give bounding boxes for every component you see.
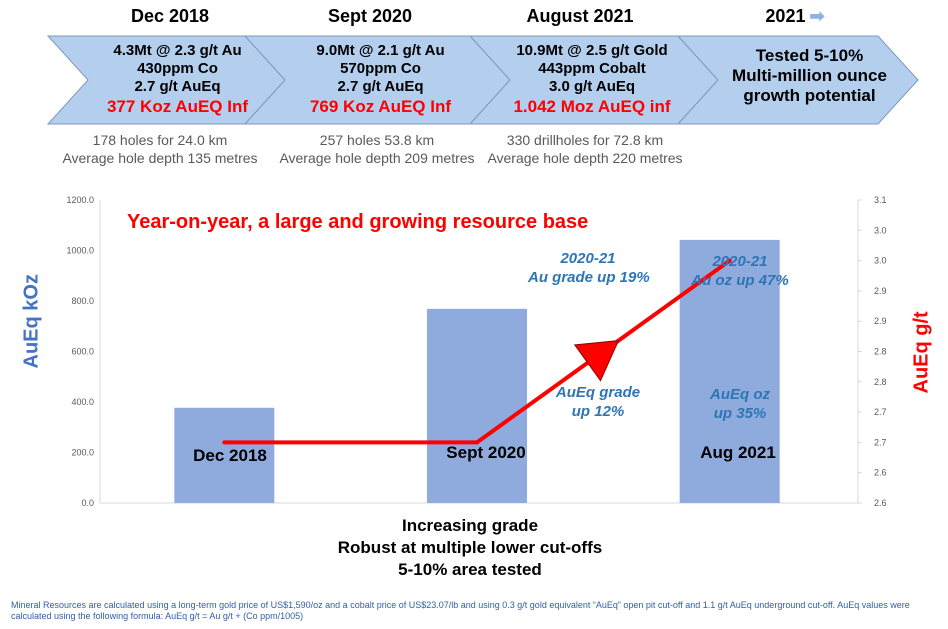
right-tick-label: 2.6 [874,498,887,508]
stage-highlight: 1.042 Moz AuEQ inf [513,97,671,116]
year-label-august-2021: August 2021 [526,6,634,26]
growth-arrowhead-icon [573,340,620,382]
left-tick-label: 600.0 [71,347,94,357]
grade-point-1 [222,440,227,445]
bar-1 [174,407,275,503]
stats-line: Average hole depth 209 metres [279,150,475,166]
stats-line: Average hole depth 220 metres [487,150,683,166]
annotation-line: up 12% [571,403,625,420]
stage-stats-august-2021: 330 drillholes for 72.8 km Average hole … [470,131,700,167]
year-label-2021: 2021 ➡ [765,6,825,26]
left-tick-label: 1200.0 [66,195,94,205]
left-tick-label: 400.0 [71,397,94,407]
right-axis-title: AuEq g/t [910,311,933,394]
stage-line: 3.0 g/t AuEq [548,78,636,95]
bar-2 [427,308,527,503]
right-tick-label: 3.1 [874,195,887,205]
annotation-line: Au oz up 47% [691,272,789,289]
left-tick-label: 1000.0 [66,246,94,256]
stage-highlight: 377 Koz AuEQ Inf [106,97,249,116]
grade-point-3 [727,258,732,263]
left-tick-label: 0.0 [81,498,94,508]
stage-line: 9.0Mt @ 2.1 g/t Au [316,42,445,59]
stage-details-dec-2018: 4.3Mt @ 2.3 g/t Au 430ppm Co 2.7 g/t AuE… [85,42,270,117]
year-label-dec-2018: Dec 2018 [130,6,210,26]
summary-line: 5-10% area tested [398,560,542,579]
right-tick-label: 2.7 [874,437,887,447]
future-potential-text: Tested 5-10% Multi-million ounce growth … [712,46,907,106]
future-line: growth potential [743,86,876,105]
stage-highlight: 769 Koz AuEQ Inf [309,97,452,116]
right-tick-label: 3.0 [874,225,887,235]
right-tick-label: 2.9 [874,286,887,296]
bar-category-label: Sept 2020 [446,443,526,462]
future-line: Tested 5-10% [755,46,864,65]
stage-details-august-2021: 10.9Mt @ 2.5 g/t Gold 443ppm Cobalt 3.0 … [492,42,692,117]
stage-details-sept-2020: 9.0Mt @ 2.1 g/t Au 570ppm Co 2.7 g/t AuE… [283,42,478,117]
stage-line: 2.7 g/t AuEq [134,78,221,95]
stats-line: 178 holes for 24.0 km [92,132,228,148]
summary-line: Increasing grade [401,516,539,535]
annotation-aueq-oz: AuEq oz up 35% [680,385,800,423]
stats-line: Average hole depth 135 metres [62,150,258,166]
stage-line: 10.9Mt @ 2.5 g/t Gold [516,42,668,59]
footnote: Mineral Resources are calculated using a… [11,600,910,621]
annotation-aueq-grade: AuEq grade up 12% [538,383,658,421]
right-tick-label: 2.7 [874,407,887,417]
chevron-2021-future [676,35,919,125]
summary-text: Increasing grade Robust at multiple lowe… [240,515,700,581]
stage-stats-sept-2020: 257 holes 53.8 km Average hole depth 209… [262,131,492,167]
annotation-line: AuEq grade [555,384,641,401]
stats-line: 330 drillholes for 72.8 km [506,132,664,148]
bar-category-label: Aug 2021 [700,443,776,462]
annotation-au-grade: 2020-21 Au grade up 19% [528,249,650,287]
year-label-sept-2020: Sept 2020 [327,6,413,26]
arrow-right-icon: ➡ [809,6,825,26]
stage-line: 4.3Mt @ 2.3 g/t Au [113,42,242,59]
bar-category-label: Dec 2018 [193,446,267,465]
annotation-line: 2020-21 [560,250,616,267]
future-line: Multi-million ounce [732,66,887,85]
left-axis-title: AuEq kOz [20,274,43,369]
annotation-line: 2020-21 [712,253,768,270]
annotation-line: Au grade up 19% [528,269,650,286]
stage-line: 570ppm Co [340,60,421,77]
right-tick-label: 3.0 [874,256,887,266]
left-tick-label: 200.0 [71,448,94,458]
stage-line: 430ppm Co [137,60,218,77]
right-tick-label: 2.6 [874,468,887,478]
stage-line: 2.7 g/t AuEq [337,78,424,95]
annotation-line: up 35% [713,405,767,422]
stats-line: 257 holes 53.8 km [319,132,435,148]
stage-line: 443ppm Cobalt [538,60,646,77]
left-tick-label: 800.0 [71,296,94,306]
chart-title: Year-on-year, a large and growing resour… [127,211,589,233]
annotation-au-oz: 2020-21 Au oz up 47% [680,252,800,290]
right-tick-label: 2.8 [874,377,887,387]
summary-line: Robust at multiple lower cut-offs [337,538,603,557]
right-tick-label: 2.8 [874,347,887,357]
annotation-line: AuEq oz [710,386,770,403]
grade-point-2 [475,440,479,445]
right-tick-label: 2.9 [874,316,887,326]
timeline-chevrons [46,35,919,125]
stage-stats-dec-2018: 178 holes for 24.0 km Average hole depth… [45,131,275,167]
